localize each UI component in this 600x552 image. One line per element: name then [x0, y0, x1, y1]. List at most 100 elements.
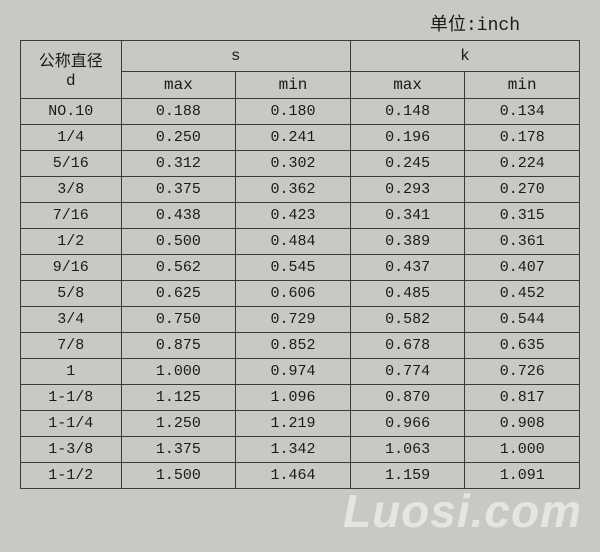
- cell-d: 1-1/2: [21, 462, 122, 488]
- cell-s_max: 1.500: [121, 462, 236, 488]
- cell-s_min: 0.484: [236, 228, 351, 254]
- cell-k_min: 0.635: [465, 332, 580, 358]
- cell-k_max: 0.966: [350, 410, 465, 436]
- cell-s_max: 1.250: [121, 410, 236, 436]
- table-row: 1-1/41.2501.2190.9660.908: [21, 410, 580, 436]
- header-diameter-bottom: d: [21, 71, 122, 98]
- cell-s_min: 1.096: [236, 384, 351, 410]
- header-s: s: [121, 41, 350, 72]
- cell-s_max: 0.250: [121, 124, 236, 150]
- cell-s_min: 1.342: [236, 436, 351, 462]
- table-row: 5/160.3120.3020.2450.224: [21, 150, 580, 176]
- cell-s_max: 0.750: [121, 306, 236, 332]
- cell-s_max: 1.375: [121, 436, 236, 462]
- cell-s_max: 0.438: [121, 202, 236, 228]
- cell-k_max: 0.389: [350, 228, 465, 254]
- cell-k_max: 0.485: [350, 280, 465, 306]
- cell-d: 5/16: [21, 150, 122, 176]
- header-s-min: min: [236, 71, 351, 98]
- cell-s_max: 0.312: [121, 150, 236, 176]
- table-row: 11.0000.9740.7740.726: [21, 358, 580, 384]
- cell-s_max: 0.188: [121, 98, 236, 124]
- cell-s_max: 0.375: [121, 176, 236, 202]
- cell-s_min: 0.606: [236, 280, 351, 306]
- cell-k_min: 0.134: [465, 98, 580, 124]
- table-row: 9/160.5620.5450.4370.407: [21, 254, 580, 280]
- cell-d: 3/8: [21, 176, 122, 202]
- cell-k_max: 0.437: [350, 254, 465, 280]
- table-row: 5/80.6250.6060.4850.452: [21, 280, 580, 306]
- cell-k_min: 1.091: [465, 462, 580, 488]
- cell-k_max: 0.293: [350, 176, 465, 202]
- cell-s_min: 1.464: [236, 462, 351, 488]
- cell-k_min: 0.726: [465, 358, 580, 384]
- cell-d: 1-3/8: [21, 436, 122, 462]
- cell-k_min: 0.452: [465, 280, 580, 306]
- table-row: 3/40.7500.7290.5820.544: [21, 306, 580, 332]
- cell-k_min: 0.224: [465, 150, 580, 176]
- table-row: 1-3/81.3751.3421.0631.000: [21, 436, 580, 462]
- cell-d: 1-1/8: [21, 384, 122, 410]
- table-body: NO.100.1880.1800.1480.1341/40.2500.2410.…: [21, 98, 580, 488]
- cell-k_min: 0.407: [465, 254, 580, 280]
- watermark: Luosi.com: [343, 484, 582, 538]
- cell-s_min: 0.302: [236, 150, 351, 176]
- cell-k_max: 0.678: [350, 332, 465, 358]
- cell-k_min: 0.315: [465, 202, 580, 228]
- cell-k_max: 0.341: [350, 202, 465, 228]
- cell-s_min: 0.362: [236, 176, 351, 202]
- cell-k_min: 0.270: [465, 176, 580, 202]
- header-k-min: min: [465, 71, 580, 98]
- cell-k_min: 0.544: [465, 306, 580, 332]
- cell-s_min: 0.423: [236, 202, 351, 228]
- cell-k_max: 0.774: [350, 358, 465, 384]
- cell-s_min: 0.852: [236, 332, 351, 358]
- spec-table: 公称直径 s k d max min max min NO.100.1880.1…: [20, 40, 580, 489]
- cell-d: 7/16: [21, 202, 122, 228]
- cell-k_max: 0.196: [350, 124, 465, 150]
- cell-k_min: 0.817: [465, 384, 580, 410]
- table-row: 1-1/81.1251.0960.8700.817: [21, 384, 580, 410]
- table-row: 7/80.8750.8520.6780.635: [21, 332, 580, 358]
- table-row: 7/160.4380.4230.3410.315: [21, 202, 580, 228]
- cell-s_max: 0.500: [121, 228, 236, 254]
- table-row: 3/80.3750.3620.2930.270: [21, 176, 580, 202]
- table-row: NO.100.1880.1800.1480.134: [21, 98, 580, 124]
- cell-k_max: 0.870: [350, 384, 465, 410]
- cell-s_min: 1.219: [236, 410, 351, 436]
- cell-s_min: 0.241: [236, 124, 351, 150]
- cell-s_min: 0.545: [236, 254, 351, 280]
- cell-d: 1-1/4: [21, 410, 122, 436]
- cell-s_max: 1.000: [121, 358, 236, 384]
- cell-k_min: 0.361: [465, 228, 580, 254]
- cell-d: 1/4: [21, 124, 122, 150]
- cell-s_max: 0.875: [121, 332, 236, 358]
- cell-k_min: 0.178: [465, 124, 580, 150]
- cell-d: 1/2: [21, 228, 122, 254]
- table-row: 1/40.2500.2410.1960.178: [21, 124, 580, 150]
- cell-d: 7/8: [21, 332, 122, 358]
- cell-s_min: 0.180: [236, 98, 351, 124]
- cell-s_max: 1.125: [121, 384, 236, 410]
- header-diameter-top: 公称直径: [21, 41, 122, 72]
- cell-s_min: 0.729: [236, 306, 351, 332]
- header-k-max: max: [350, 71, 465, 98]
- table-row: 1-1/21.5001.4641.1591.091: [21, 462, 580, 488]
- unit-label: 单位:inch: [20, 10, 520, 36]
- cell-k_max: 0.245: [350, 150, 465, 176]
- cell-k_max: 1.063: [350, 436, 465, 462]
- cell-d: 9/16: [21, 254, 122, 280]
- cell-s_max: 0.625: [121, 280, 236, 306]
- header-s-max: max: [121, 71, 236, 98]
- cell-d: 3/4: [21, 306, 122, 332]
- cell-d: NO.10: [21, 98, 122, 124]
- header-k: k: [350, 41, 579, 72]
- table-row: 1/20.5000.4840.3890.361: [21, 228, 580, 254]
- cell-s_max: 0.562: [121, 254, 236, 280]
- cell-k_min: 0.908: [465, 410, 580, 436]
- cell-k_max: 1.159: [350, 462, 465, 488]
- cell-k_max: 0.148: [350, 98, 465, 124]
- cell-k_max: 0.582: [350, 306, 465, 332]
- cell-d: 1: [21, 358, 122, 384]
- cell-s_min: 0.974: [236, 358, 351, 384]
